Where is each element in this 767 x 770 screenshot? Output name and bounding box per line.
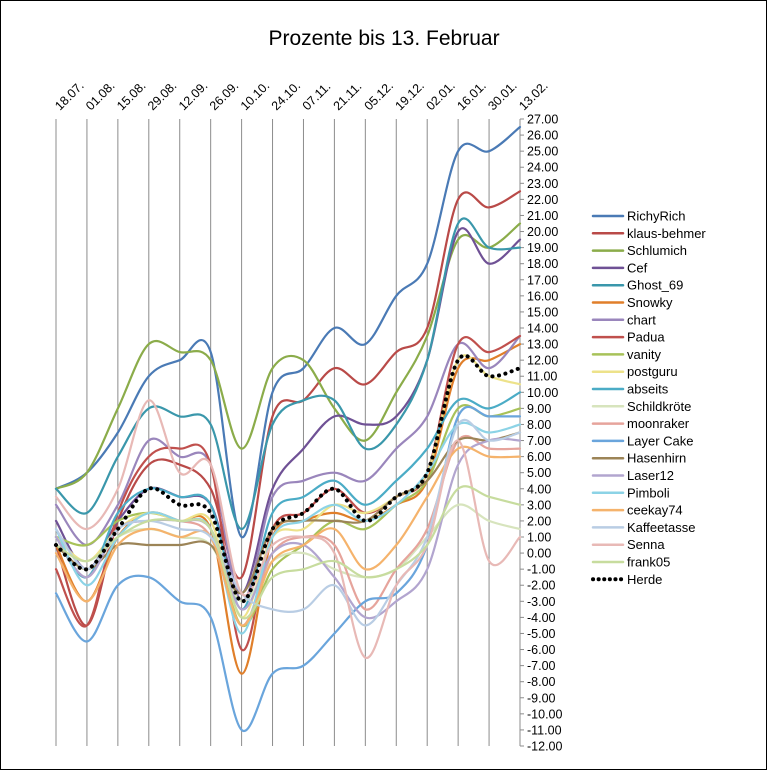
legend-label-postguru: postguru <box>627 364 678 379</box>
y-tick-label: -5.00 <box>527 627 556 641</box>
legend-label-klaus-behmer: klaus-behmer <box>627 226 706 241</box>
y-tick-label: 26.00 <box>527 129 558 143</box>
y-tick-label: 13.00 <box>527 338 558 352</box>
series-line-ceekay74 <box>54 445 522 627</box>
series-line-chart <box>54 334 522 603</box>
legend-label-herde: Herde <box>627 572 662 587</box>
legend-label-schildkr-te: Schildkröte <box>627 399 691 414</box>
y-tick-label: -8.00 <box>527 675 556 689</box>
y-tick-label: 17.00 <box>527 273 558 287</box>
y-tick-label: 14.00 <box>527 322 558 336</box>
y-tick-label: 15.00 <box>527 305 558 319</box>
x-tick-label: 13.02. <box>516 79 550 113</box>
y-tick-label: -12.00 <box>527 740 562 754</box>
chart-title: Prozente bis 13. Februar <box>268 27 499 50</box>
y-tick-label: 4.00 <box>527 482 551 496</box>
series-line-senna <box>54 399 522 659</box>
legend-label-ghost-69: Ghost_69 <box>627 278 683 293</box>
y-tick-label: 11.00 <box>527 370 557 384</box>
y-tick-label: 0.00 <box>527 547 551 561</box>
series-lines <box>54 125 522 732</box>
series-line-richyrich <box>54 125 522 539</box>
x-tick-label: 10.10. <box>238 79 272 113</box>
y-tick-labels: -12.00 -11.00 -10.00 -9.00 -8.00 -7.00 -6.00 -5… <box>527 113 562 754</box>
y-tick-label: 7.00 <box>527 434 551 448</box>
y-tick-label: 8.00 <box>527 418 551 432</box>
y-tick-label: -3.00 <box>527 595 556 609</box>
y-tick-label: -7.00 <box>527 659 556 673</box>
legend-label-layer-cake: Layer Cake <box>627 433 693 448</box>
legend-label-laser12: Laser12 <box>627 468 674 483</box>
y-tick-label: 2.00 <box>527 514 551 528</box>
y-tick-label: 12.00 <box>527 354 558 368</box>
x-tick-label: 24.10. <box>269 79 303 113</box>
x-tick-label: 21.11. <box>331 79 365 113</box>
x-tick-labels: 18.07.01.08.15.08.29.08.12.09.26.09.10.1… <box>52 79 550 113</box>
y-tick-label: 19.00 <box>527 241 558 255</box>
y-tick-label: 22.00 <box>527 193 558 207</box>
series-line-hasenhirn <box>54 431 522 595</box>
y-tick-label: 5.00 <box>527 466 551 480</box>
series-line-vanity <box>54 404 522 627</box>
x-tick-label: 01.08. <box>83 79 117 113</box>
x-tick-label: 12.09. <box>176 79 210 113</box>
y-tick-label: 10.00 <box>527 386 558 400</box>
y-tick-label: -2.00 <box>527 579 556 593</box>
legend-label-chart: chart <box>627 312 656 327</box>
y-tick-label: 3.00 <box>527 498 551 512</box>
series-line-frank05 <box>54 485 522 620</box>
legend-label-cef: Cef <box>627 260 648 275</box>
x-tick-label: 15.08. <box>114 79 148 113</box>
y-tick-label: -9.00 <box>527 691 556 705</box>
legend-label-moonraker: moonraker <box>627 416 690 431</box>
legend-label-vanity: vanity <box>627 347 661 362</box>
legend-label-snowky: Snowky <box>627 295 673 310</box>
x-tick-label: 30.01. <box>485 79 519 113</box>
legend: RichyRich klaus-behmer Schlumich Cef Ghost_6… <box>591 209 706 587</box>
y-tick-label: 18.00 <box>527 257 558 271</box>
y-tick-label: 25.00 <box>527 145 558 159</box>
legend-label-padua: Padua <box>627 330 665 345</box>
series-line-kaffeetasse <box>54 418 522 627</box>
y-tick-label: 24.00 <box>527 161 558 175</box>
y-tick-label: -4.00 <box>527 611 556 625</box>
y-tick-label: -1.00 <box>527 563 556 577</box>
y-tick-label: 23.00 <box>527 177 558 191</box>
legend-label-senna: Senna <box>627 537 665 552</box>
y-tick-label: 1.00 <box>527 531 551 545</box>
x-tick-label: 26.09. <box>207 79 241 113</box>
y-tick-label: -10.00 <box>527 707 562 721</box>
x-tick-label: 29.08. <box>145 79 179 113</box>
x-tick-label: 19.12. <box>392 79 426 113</box>
legend-label-pimboli: Pimboli <box>627 485 670 500</box>
series-line-herde <box>54 353 522 604</box>
y-tick-label: -11.00 <box>527 723 562 737</box>
legend-label-kaffeetasse: Kaffeetasse <box>627 520 695 535</box>
legend-label-ceekay74: ceekay74 <box>627 503 683 518</box>
y-tick-label: -6.00 <box>527 643 556 657</box>
legend-label-schlumich: Schlumich <box>627 243 687 258</box>
legend-label-hasenhirn: Hasenhirn <box>627 451 686 466</box>
x-tick-label: 16.01. <box>454 79 488 113</box>
x-tick-label: 05.12. <box>362 79 396 113</box>
y-tick-label: 16.00 <box>527 289 558 303</box>
legend-label-frank05: frank05 <box>627 555 670 570</box>
x-tick-label: 07.11. <box>300 79 334 113</box>
x-tick-label: 02.01. <box>423 79 457 113</box>
legend-label-abseits: abseits <box>627 382 669 397</box>
series-line-pimboli <box>54 421 522 635</box>
legend-label-richyrich: RichyRich <box>627 209 686 224</box>
y-tick-label: 27.00 <box>527 113 558 127</box>
x-tick-label: 18.07. <box>52 79 86 113</box>
y-tick-label: 6.00 <box>527 450 551 464</box>
y-tick-label: 21.00 <box>527 209 558 223</box>
y-tick-label: 9.00 <box>527 402 551 416</box>
y-tick-label: 20.00 <box>527 225 558 239</box>
